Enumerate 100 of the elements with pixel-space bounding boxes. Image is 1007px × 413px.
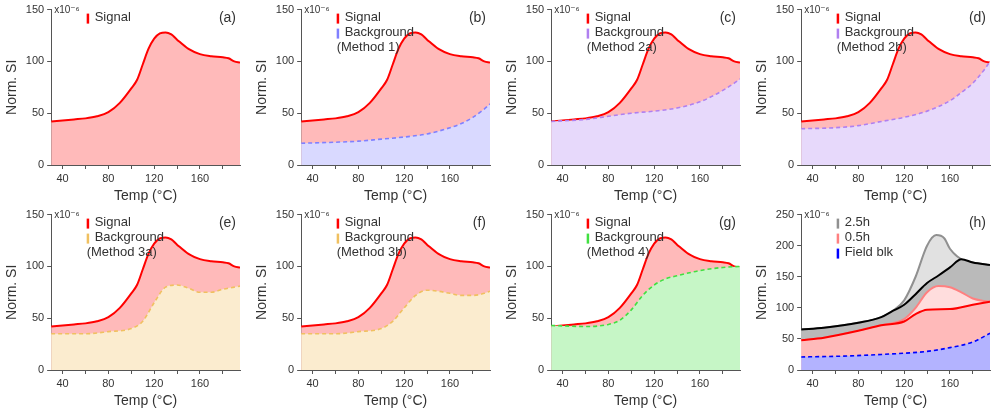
y-tick-label: 50 [531,106,545,119]
y-axis-title: Norm. SI [503,264,520,320]
y-tick-label: 150 [25,207,45,220]
x-axis-title: Temp (°C) [863,392,928,409]
annotation: (b) [468,9,486,26]
annotation: x10⁻⁶ [54,4,80,16]
y-tick-label: 100 [775,300,795,313]
legend-label: 2.5h [844,213,870,229]
x-axis-title: Temp (°C) [363,187,428,204]
y-tick-label: 150 [275,207,295,220]
x-tick-label: 160 [190,171,210,184]
y-tick-label: 50 [281,311,295,324]
y-tick-label: 150 [775,269,795,282]
x-tick-label: 120 [644,171,664,184]
annotation: (h) [968,214,986,231]
y-tick-label: 0 [38,158,45,171]
x-tick-label: 40 [306,376,319,389]
y-axis-title: Norm. SI [503,59,520,115]
legend-label: Background (Method 1) [336,23,415,54]
x-tick-label: 40 [56,171,69,184]
x-tick-label: 40 [806,376,819,389]
y-tick-label: 100 [275,54,295,67]
x-tick-label: 40 [806,171,819,184]
annotation: (f) [472,214,486,231]
y-tick-label: 100 [275,259,295,272]
x-tick-label: 160 [940,171,960,184]
x-axis-title: Temp (°C) [363,392,428,409]
x-tick-label: 120 [144,376,164,389]
y-tick-label: 50 [281,106,295,119]
y-tick-label: 0 [38,363,45,376]
annotation: x10⁻⁶ [804,209,830,221]
y-axis-title: Norm. SI [253,59,270,115]
legend-label: Field blk [844,243,894,259]
x-tick-label: 120 [894,171,914,184]
y-axis-title: Norm. SI [753,59,770,115]
x-tick-label: 120 [394,171,414,184]
y-tick-label: 50 [781,331,795,344]
legend-label: Signal [844,8,881,24]
x-axis-title: Temp (°C) [113,187,178,204]
x-tick-label: 120 [144,171,164,184]
x-tick-label: 160 [190,376,210,389]
legend-label: Background (Method 4) [586,228,665,259]
y-tick-label: 200 [775,238,795,251]
x-tick-label: 120 [394,376,414,389]
y-tick-label: 0 [288,363,295,376]
x-tick-label: 40 [556,376,569,389]
annotation: x10⁻⁶ [804,4,830,16]
annotation: x10⁻⁶ [54,209,80,221]
x-tick-label: 120 [644,376,664,389]
annotation: (a) [218,9,236,26]
y-axis-title: Norm. SI [753,264,770,320]
annotation: x10⁻⁶ [554,4,580,16]
x-axis-title: Temp (°C) [113,392,178,409]
y-tick-label: 0 [788,363,795,376]
y-tick-label: 150 [525,207,545,220]
y-axis-title: Norm. SI [3,59,20,115]
annotation: (e) [218,214,236,231]
y-axis-title: Norm. SI [3,264,20,320]
x-tick-label: 160 [690,171,710,184]
x-tick-label: 80 [852,171,865,184]
x-tick-label: 160 [940,376,960,389]
y-tick-label: 0 [288,158,295,171]
legend-label: Signal [344,213,381,229]
y-tick-label: 100 [25,54,45,67]
x-axis-title: Temp (°C) [863,187,928,204]
y-tick-label: 50 [31,106,45,119]
x-tick-label: 40 [306,171,319,184]
legend-label: Signal [94,8,131,24]
y-axis-title: Norm. SI [253,264,270,320]
x-axis-title: Temp (°C) [613,392,678,409]
y-tick-label: 50 [31,311,45,324]
y-tick-label: 150 [525,2,545,15]
annotation: (c) [719,9,736,26]
x-tick-label: 40 [556,171,569,184]
y-tick-label: 50 [531,311,545,324]
x-tick-label: 80 [102,171,115,184]
y-tick-label: 100 [25,259,45,272]
legend-label: Signal [94,213,131,229]
legend-label: Signal [594,213,631,229]
annotation: x10⁻⁶ [554,209,580,221]
x-tick-label: 160 [440,171,460,184]
legend-label: Signal [594,8,631,24]
x-tick-label: 40 [56,376,69,389]
y-tick-label: 50 [781,106,795,119]
x-tick-label: 80 [602,376,615,389]
x-tick-label: 120 [894,376,914,389]
x-tick-label: 160 [690,376,710,389]
y-tick-label: 100 [525,54,545,67]
legend-label: 0.5h [844,228,870,244]
annotation: (d) [968,9,986,26]
y-tick-label: 100 [525,259,545,272]
y-tick-label: 150 [775,2,795,15]
x-tick-label: 80 [352,376,365,389]
annotation: x10⁻⁶ [304,4,330,16]
y-tick-label: 150 [25,2,45,15]
x-axis-title: Temp (°C) [613,187,678,204]
x-tick-label: 80 [602,171,615,184]
y-tick-label: 0 [788,158,795,171]
x-tick-label: 80 [852,376,865,389]
legend-label: Signal [344,8,381,24]
